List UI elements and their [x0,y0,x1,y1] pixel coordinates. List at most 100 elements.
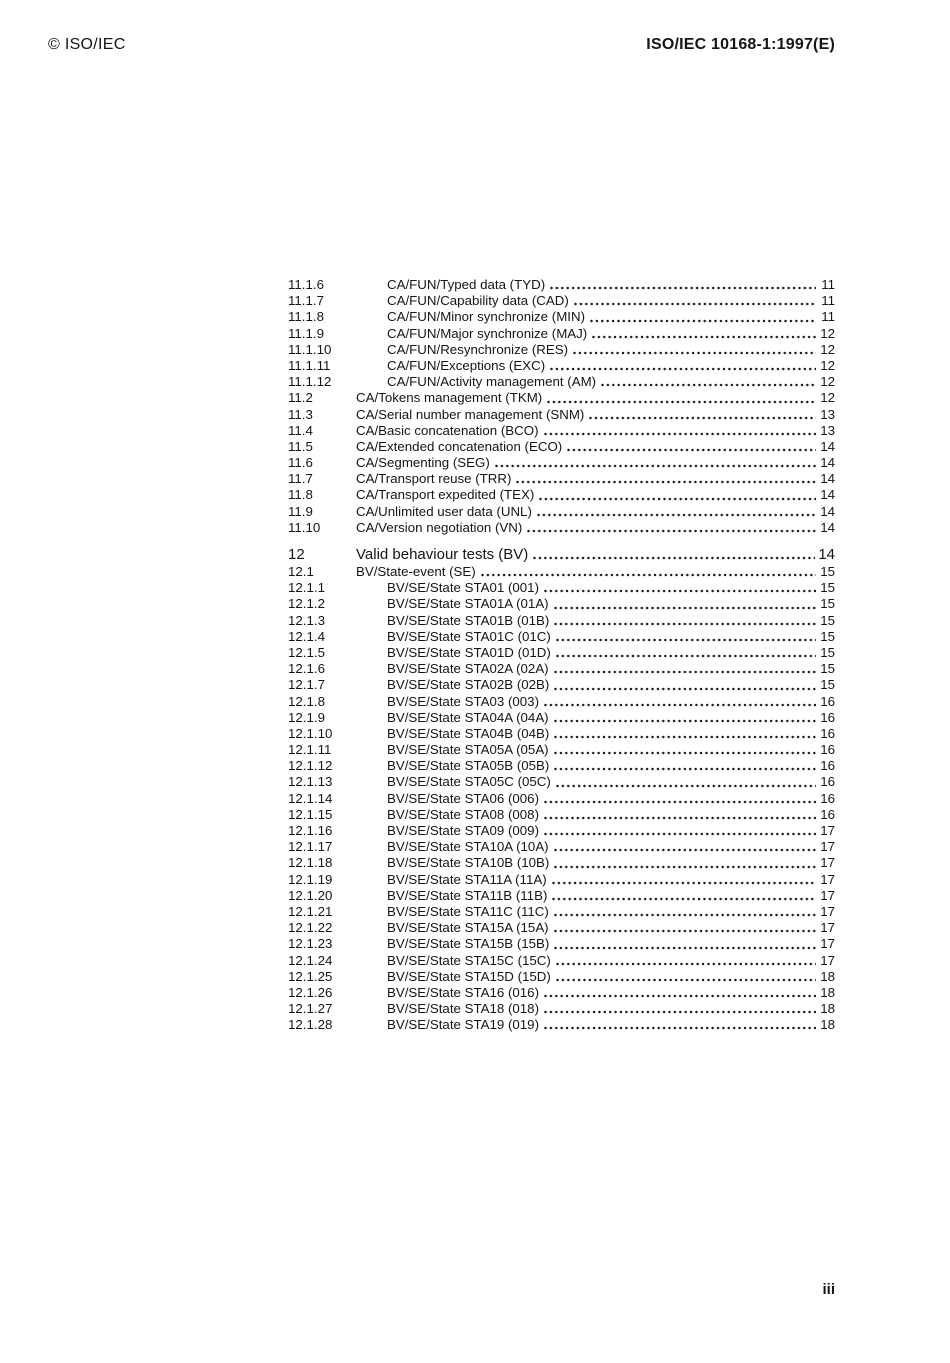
toc-dot-leader [555,637,816,642]
toc-entry-page: 13 [820,406,835,422]
toc-entry-page: 12 [820,325,835,341]
toc-entry-number: 12.1.18 [288,855,333,871]
toc-entry-page: 15 [820,612,835,628]
copyright-notice: © ISO/IEC [48,36,126,53]
toc-dot-leader [553,929,816,934]
toc-dot-leader [544,994,816,999]
toc-dot-leader [544,816,816,820]
toc-entry-number: 12.1 [288,564,314,579]
toc-entry-title: BV/SE/State STA01C (01C) [387,628,551,644]
toc-entry: 12.1.8 BV/SE/State STA03 (003) 16 [288,694,835,710]
toc-list: 11.1.6 CA/FUN/Typed data (TYD) 11 11.1.7… [288,277,835,1033]
toc-entry-title: BV/SE/State STA11B (11B) [387,887,548,903]
toc-dot-leader [544,589,816,594]
toc-entry: 12.1 BV/State-event (SE) 15 [288,564,835,580]
toc-entry-page: 12 [820,390,835,406]
toc-entry-page: 17 [820,855,835,871]
toc-entry-page: 16 [820,774,835,790]
toc-entry-page: 14 [820,487,835,503]
toc-entry-number: 11.7 [288,471,313,487]
toc-entry-page: 13 [820,422,835,438]
toc-entry-title: BV/SE/State STA05A (05A) [387,742,549,758]
toc-entry-number: 12.1.23 [288,936,333,952]
toc-entry-number: 11.4 [288,422,313,438]
page-number: iii [822,1281,835,1298]
toc-entry: 12.1.24 BV/SE/State STA15C (15C) 17 [288,953,835,969]
toc-entry: 12.1.28 BV/SE/State STA19 (019) 18 [288,1017,835,1033]
toc-entry-page: 14 [820,471,835,487]
toc-entry-number: 12.1.6 [288,661,325,677]
toc-entry-page: 15 [820,677,835,693]
toc-entry-title: BV/SE/State STA11C (11C) [387,903,549,919]
toc-entry-number: 11.1.10 [288,341,332,357]
toc-entry-page: 15 [820,596,835,612]
toc-entry-title: BV/SE/State STA15B (15B) [387,936,550,952]
toc-entry-title: CA/FUN/Major synchronize (MAJ) [387,325,588,341]
toc-entry-title: BV/SE/State STA15A (15A) [387,920,549,936]
toc-entry: 12.1.13 BV/SE/State STA05C (05C) 16 [288,774,835,790]
toc-dot-leader [555,961,816,966]
toc-dot-leader [551,880,816,885]
toc-entry: 11.6 CA/Segmenting (SEG) 14 [288,455,835,471]
toc-entry-page: 15 [820,628,835,644]
toc-entry-page: 16 [820,693,835,709]
toc-entry-title: BV/SE/State STA10A (10A) [387,839,549,855]
toc-entry-number: 12.1.4 [288,628,325,644]
toc-entry-number: 11.8 [288,487,313,503]
toc-entry-page: 18 [820,1001,835,1017]
toc-dot-leader [553,751,816,756]
toc-dot-leader [553,605,816,610]
toc-dot-leader [592,334,816,339]
toc-dot-leader [544,1010,816,1015]
toc-entry: 11.5 CA/Extended concatenation (ECO) 14 [288,439,835,455]
toc-dot-leader [527,529,816,533]
toc-dot-leader [550,286,816,291]
toc-entry-page: 16 [820,709,835,725]
toc-dot-leader [554,621,816,626]
toc-entry: 11.7 CA/Transport reuse (TRR) 14 [288,471,835,487]
toc-dot-leader [567,448,816,453]
toc-entry-title: BV/SE/State STA15D (15D) [387,968,551,984]
toc-dot-leader [544,832,816,837]
toc-dot-leader [554,735,816,740]
toc-entry-title: CA/Serial number management (SNM) [356,406,585,422]
toc-entry: 12.1.25 BV/SE/State STA15D (15D) 18 [288,969,835,985]
toc-entry-title: CA/FUN/Resynchronize (RES) [387,341,569,357]
toc-entry-title: BV/SE/State STA19 (019) [387,1017,540,1033]
toc-entry-title: CA/Transport reuse (TRR) [356,471,512,487]
toc-entry-title: Valid behaviour tests (BV) [356,546,529,563]
toc-entry-number: 12.1.25 [288,968,333,984]
toc-entry: 11.9 CA/Unlimited user data (UNL) 14 [288,504,835,520]
toc-entry-title: BV/SE/State STA15C (15C) [387,952,551,968]
toc-dot-leader [480,573,816,578]
toc-entry-number: 11.1.6 [288,277,324,292]
toc-entry-number: 11.2 [288,390,313,406]
toc-entry: 12.1.4 BV/SE/State STA01C (01C) 15 [288,629,835,645]
toc-entry-title: BV/SE/State STA05B (05B) [387,758,550,774]
toc-entry-title: BV/SE/State STA02A (02A) [387,661,549,677]
toc-entry-number: 12.1.1 [288,580,325,596]
toc-entry: 12.1.6 BV/SE/State STA02A (02A) 15 [288,661,835,677]
toc-dot-leader [553,718,816,723]
toc-entry-page: 17 [820,871,835,887]
toc-dot-leader [553,913,816,918]
toc-entry: 11.1.6 CA/FUN/Typed data (TYD) 11 [288,277,835,293]
toc-dot-leader [573,350,816,355]
toc-entry-page: 17 [820,823,835,838]
toc-entry-title: BV/SE/State STA08 (008) [387,806,540,822]
toc-entry-page: 15 [820,661,835,677]
toc-entry-number: 11.10 [288,519,321,535]
toc-entry-page: 16 [820,725,835,741]
toc-entry-number: 12.1.11 [288,742,332,758]
toc-dot-leader [543,431,816,436]
toc-entry: 12.1.7 BV/SE/State STA02B (02B) 15 [288,677,835,693]
toc-entry: 12.1.26 BV/SE/State STA16 (016) 18 [288,985,835,1001]
toc-dot-leader [555,977,816,982]
toc-entry-title: CA/Unlimited user data (UNL) [356,503,532,519]
toc-entry: 12.1.23 BV/SE/State STA15B (15B) 17 [288,936,835,952]
toc-dot-leader [554,686,816,691]
toc-entry-number: 12.1.2 [288,596,325,612]
toc-entry-page: 15 [820,564,835,579]
toc-entry: 12.1.21 BV/SE/State STA11C (11C) 17 [288,904,835,920]
toc-entry-number: 12.1.20 [288,887,333,903]
